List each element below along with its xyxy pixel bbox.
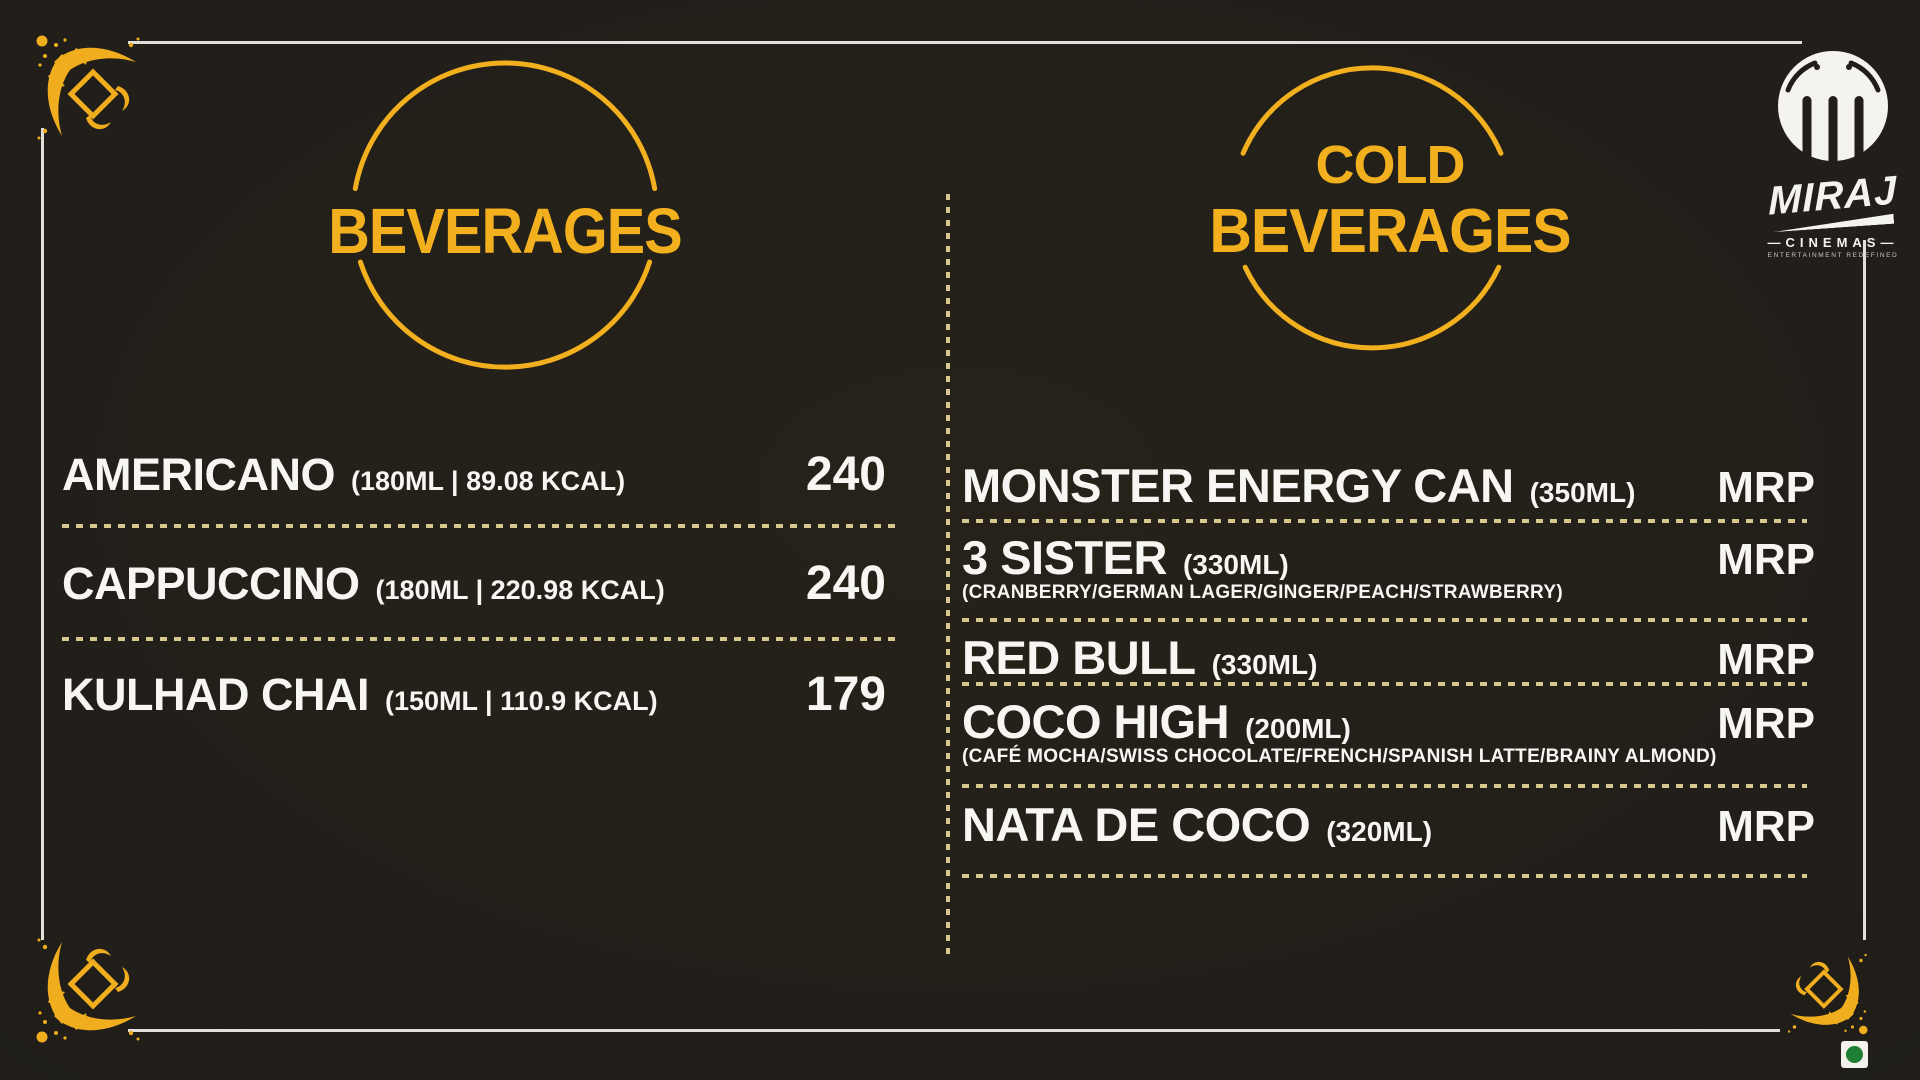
- menu-item-row: 3 SISTER (330ML) MRP: [962, 530, 1815, 586]
- brand-tagline: ENTERTAINMENT REDEFINED: [1767, 252, 1899, 259]
- item-detail: (180ML | 89.08 KCAL): [351, 466, 626, 496]
- dashed-separator: [62, 637, 898, 641]
- item-name: AMERICANO: [62, 449, 336, 500]
- menu-item-row: NATA DE COCO (320ML) MRP: [962, 797, 1815, 853]
- menu-item-row: MONSTER ENERGY CAN (350ML) MRP: [962, 458, 1815, 514]
- item-flavors: (CAFÉ MOCHA/SWISS CHOCOLATE/FRENCH/SPANI…: [962, 746, 1717, 767]
- dashed-separator: [962, 618, 1807, 622]
- item-price: 179: [805, 668, 886, 721]
- item-price: MRP: [1717, 635, 1815, 684]
- dashed-separator: [962, 519, 1807, 523]
- menu-item-row: RED BULL (330ML) MRP: [962, 630, 1815, 686]
- item-price: 240: [805, 448, 886, 501]
- dashed-separator: [62, 524, 898, 528]
- menu-item-row: COCO HIGH (200ML) MRP: [962, 694, 1815, 750]
- dash-left: —: [1767, 235, 1786, 250]
- item-detail: (180ML | 220.98 KCAL): [375, 575, 665, 605]
- menu-item-row: CAPPUCCINO (180ML | 220.98 KCAL) 240: [62, 556, 886, 618]
- cold-beverages-title-circle: [1240, 65, 1504, 351]
- item-detail: (350ML): [1529, 477, 1636, 508]
- corner-flourish-icon: [1786, 952, 1870, 1037]
- item-detail: (150ML | 110.9 KCAL): [384, 686, 658, 716]
- beverages-title-circle: [352, 60, 658, 370]
- item-name: 3 SISTER: [962, 531, 1167, 584]
- item-detail: (320ML): [1326, 816, 1433, 847]
- dashed-separator: [962, 784, 1807, 788]
- item-name: MONSTER ENERGY CAN: [962, 459, 1514, 512]
- frame-line-left: [41, 128, 44, 940]
- brand-division-line: — CINEMAS —: [1768, 235, 1899, 250]
- item-name: COCO HIGH: [962, 695, 1230, 748]
- item-price: MRP: [1717, 699, 1815, 748]
- dash-right: —: [1880, 235, 1899, 250]
- item-detail: (330ML): [1211, 649, 1318, 680]
- menu-item-row: KULHAD CHAI (150ML | 110.9 KCAL) 179: [62, 667, 886, 729]
- item-price: MRP: [1717, 463, 1815, 512]
- menu-item-row: AMERICANO (180ML | 89.08 KCAL) 240: [62, 447, 886, 509]
- left-section-title: BEVERAGES: [328, 195, 682, 267]
- brand-division: CINEMAS: [1785, 235, 1881, 250]
- miraj-cinemas-logo: MIRAJ — CINEMAS — ENTERTAINMENT REDEFINED: [1754, 50, 1912, 259]
- corner-flourish-icon: [32, 936, 142, 1046]
- item-name: KULHAD CHAI: [62, 669, 369, 720]
- logo-mark-icon: [1778, 51, 1888, 170]
- item-name: CAPPUCCINO: [62, 558, 360, 609]
- item-detail: (200ML): [1245, 713, 1351, 744]
- item-flavors: (CRANBERRY/GERMAN LAGER/GINGER/PEACH/STR…: [962, 582, 1563, 603]
- frame-line-right: [1863, 240, 1866, 940]
- corner-flourish-icon: [32, 32, 142, 142]
- dashed-separator: [962, 874, 1807, 878]
- item-name: RED BULL: [962, 631, 1196, 684]
- item-price: MRP: [1717, 535, 1815, 584]
- right-section-title-line1: COLD: [1315, 135, 1466, 195]
- right-section-title-line2: BEVERAGES: [1209, 197, 1571, 266]
- frame-line-bottom: [128, 1029, 1780, 1032]
- item-name: NATA DE COCO: [962, 798, 1311, 851]
- column-divider: [946, 194, 950, 958]
- item-detail: (330ML): [1182, 549, 1289, 580]
- item-price: MRP: [1717, 802, 1815, 851]
- item-price: 240: [805, 557, 886, 610]
- veg-dot: [1846, 1046, 1863, 1063]
- frame-line-top: [128, 41, 1802, 44]
- veg-mark-icon: [1841, 1041, 1868, 1068]
- dashed-separator: [962, 682, 1807, 686]
